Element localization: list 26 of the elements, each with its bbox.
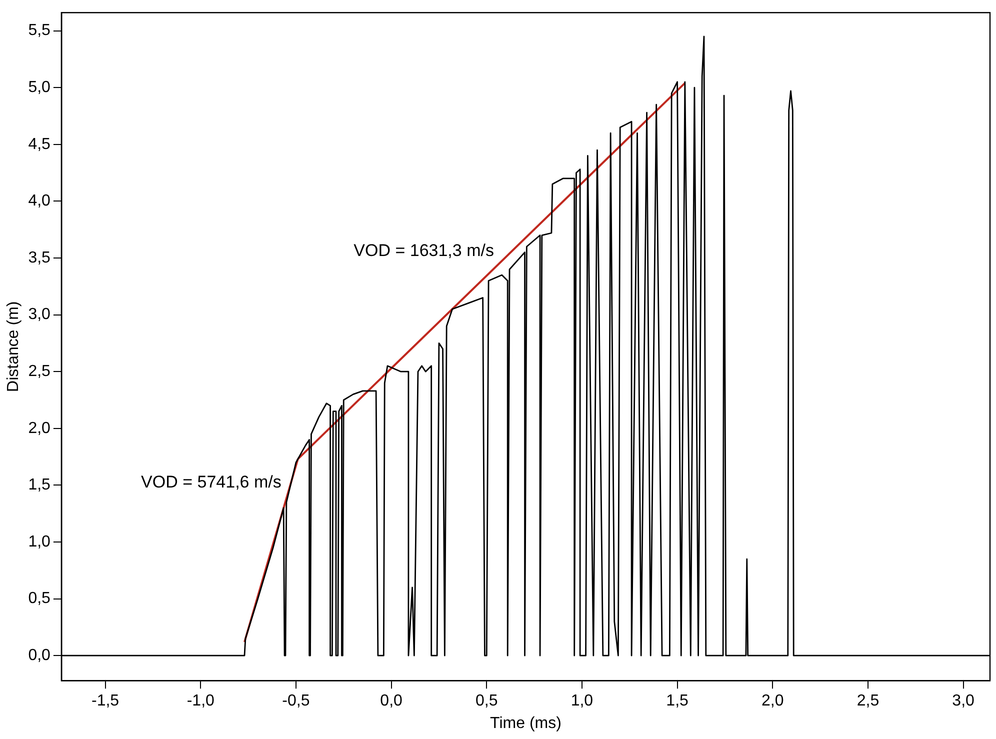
- x-tick-label: -1,0: [186, 692, 215, 710]
- x-tick-label: -0,5: [282, 692, 310, 710]
- y-tick-label: 0,5: [28, 590, 51, 608]
- y-tick-label: 2,0: [28, 420, 51, 437]
- x-tick-label: 0,0: [380, 692, 403, 710]
- annotation: VOD = 1631,3 m/s: [354, 240, 494, 260]
- y-tick-label: 5,0: [28, 78, 51, 96]
- y-tick-label: 4,0: [28, 192, 51, 210]
- x-axis-title: Time (ms): [490, 714, 562, 732]
- annotation: VOD = 5741,6 m/s: [141, 472, 282, 492]
- y-tick-label: 1,0: [28, 533, 51, 550]
- x-tick-label: 1,0: [570, 692, 594, 710]
- x-tick-label: 3,0: [952, 692, 975, 710]
- y-tick-label: 1,5: [28, 476, 51, 494]
- x-tick-label: -1,5: [92, 692, 120, 710]
- x-tick-label: 1,5: [666, 692, 689, 710]
- x-tick-label: 2,0: [762, 692, 784, 710]
- y-tick-label: 5,5: [28, 22, 51, 40]
- y-tick-label: 4,5: [28, 136, 51, 153]
- y-tick-label: 3,5: [28, 249, 51, 266]
- y-tick-label: 2,5: [28, 363, 51, 380]
- x-tick-label: 2,5: [856, 692, 880, 710]
- x-tick-label: 0,5: [476, 692, 498, 710]
- y-tick-label: 3,0: [28, 306, 51, 324]
- y-axis-title: Distance (m): [5, 301, 22, 392]
- y-tick-label: 0,0: [28, 647, 51, 664]
